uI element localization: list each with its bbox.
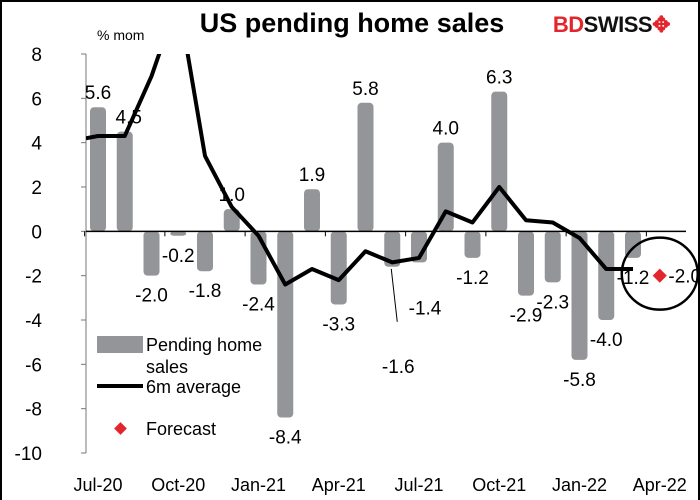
bar-Sep-21	[464, 231, 481, 258]
legend-label-bars: Pending home	[146, 335, 262, 355]
label-leader	[390, 268, 398, 322]
bar-label-Dec-21: -2.3	[536, 292, 569, 313]
x-tick-label: Jul-20	[73, 475, 122, 495]
y-axis-label: % mom	[97, 27, 144, 43]
bar-label-Aug-20: 4.5	[116, 108, 142, 129]
x-tick-label: Oct-21	[472, 475, 526, 495]
y-tick-label: -10	[15, 444, 42, 465]
bar-Dec-20	[223, 209, 240, 232]
legend-label-forecast: Forecast	[146, 419, 216, 439]
forecast-marker	[652, 268, 667, 283]
bar-Jan-22	[571, 231, 588, 360]
x-tick-label: Jul-21	[394, 475, 443, 495]
six-month-average-line	[86, 54, 633, 287]
bdswiss-logo: BDSWISS✥	[552, 12, 671, 37]
bar-label-Sep-21: -1.2	[456, 268, 489, 289]
y-tick-label: 2	[31, 178, 42, 199]
bar-label-Nov-20: -1.8	[189, 281, 222, 302]
y-tick-label: 4	[31, 134, 42, 155]
bar-Jul-20	[90, 107, 106, 232]
y-tick-label: -6	[25, 355, 42, 376]
bar-label-Dec-20: 1.0	[219, 185, 245, 206]
bar-label-Nov-21: -2.9	[510, 306, 543, 327]
y-tick-label: -8	[25, 400, 42, 421]
bar-May-21	[357, 102, 374, 232]
bar-label-Feb-22: -4.0	[590, 330, 623, 351]
y-tick-label: -4	[25, 311, 42, 332]
bar-label-Jun-21: -1.6	[382, 357, 415, 378]
bar-label-Sep-20: -2.0	[135, 286, 168, 307]
bar-label-Mar-21: 1.9	[299, 165, 325, 186]
bar-label-Feb-21: -8.4	[269, 428, 302, 449]
bar-Oct-21	[491, 91, 508, 232]
y-tick-label: 8	[31, 45, 42, 66]
bar-Nov-20	[197, 231, 213, 272]
chart-title: US pending home sales	[199, 8, 505, 38]
bar-Aug-20	[116, 131, 133, 232]
bar-Apr-21	[330, 231, 347, 305]
bar-Jun-21	[384, 231, 401, 267]
bar-Mar-21	[304, 189, 320, 232]
x-tick-label: Jan-22	[552, 475, 607, 495]
bar-label-Apr-21: -3.3	[322, 314, 355, 335]
bar-label-Jul-21: -1.4	[409, 298, 442, 319]
legend-swatch-bars	[97, 336, 143, 353]
bar-Sep-20	[143, 231, 160, 276]
legend-label-line: 6m average	[146, 377, 241, 397]
y-tick-label: 0	[31, 222, 42, 243]
bar-Nov-21	[518, 231, 534, 296]
x-tick-label: Apr-22	[633, 475, 687, 495]
bar-label-Jul-20: 5.6	[85, 83, 111, 104]
bar-Feb-21	[277, 231, 294, 418]
x-tick-label: Apr-21	[312, 475, 366, 495]
forecast-circle	[620, 236, 698, 311]
bar-label-Oct-20: -0.2	[162, 246, 195, 267]
bar-label-Jan-22: -5.8	[563, 370, 596, 391]
legend-swatch-forecast	[114, 422, 127, 435]
x-tick-label: Oct-20	[151, 475, 205, 495]
bar-label-Mar-22: -1.2	[617, 268, 650, 289]
bar-Aug-21	[437, 142, 454, 232]
bar-Oct-20	[170, 231, 187, 236]
y-tick-label: -2	[25, 267, 42, 288]
bar-Feb-22	[598, 231, 615, 320]
forecast-label: -2.0	[668, 267, 700, 288]
bar-Dec-21	[544, 231, 561, 283]
legend-label-bars-2: sales	[146, 357, 188, 377]
y-tick-label: 6	[31, 89, 42, 110]
bar-label-Aug-21: 4.0	[433, 119, 459, 140]
bar-label-May-21: 5.8	[352, 79, 378, 100]
x-tick-label: Jan-21	[231, 475, 286, 495]
bar-label-Oct-21: 6.3	[486, 68, 512, 89]
bar-label-Jan-21: -2.4	[242, 295, 275, 316]
